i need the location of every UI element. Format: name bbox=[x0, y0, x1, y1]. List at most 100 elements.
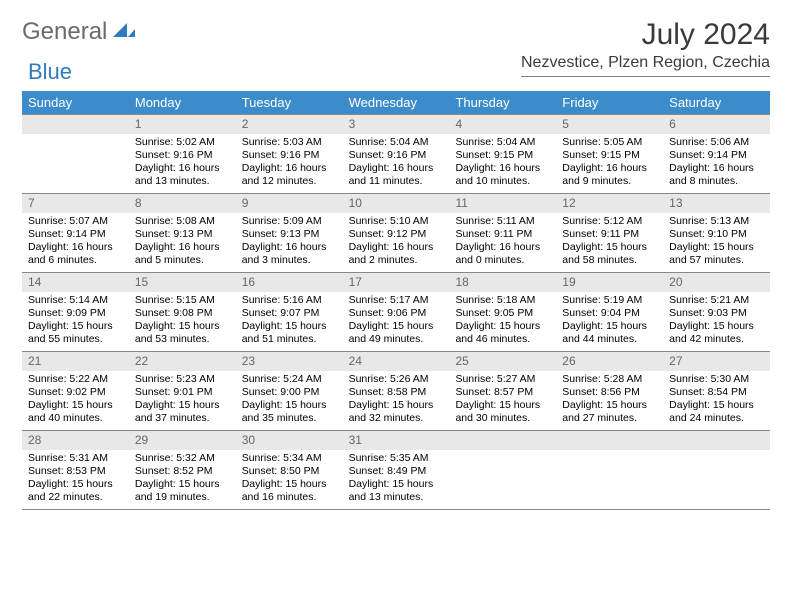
cell-line: Daylight: 15 hours and 37 minutes. bbox=[135, 399, 230, 425]
cell-line: Sunset: 9:07 PM bbox=[242, 307, 337, 320]
day-number: 28 bbox=[22, 431, 129, 450]
calendar-cell: 29Sunrise: 5:32 AMSunset: 8:52 PMDayligh… bbox=[129, 431, 236, 509]
cell-line: Sunset: 9:06 PM bbox=[349, 307, 444, 320]
cell-line: Sunrise: 5:21 AM bbox=[669, 294, 764, 307]
calendar-cell bbox=[449, 431, 556, 509]
calendar-cell bbox=[22, 115, 129, 193]
cell-body: Sunrise: 5:10 AMSunset: 9:12 PMDaylight:… bbox=[343, 213, 450, 272]
cell-line: Sunset: 9:16 PM bbox=[349, 149, 444, 162]
weeks-container: 1Sunrise: 5:02 AMSunset: 9:16 PMDaylight… bbox=[22, 114, 770, 510]
day-number: 16 bbox=[236, 273, 343, 292]
cell-body: Sunrise: 5:06 AMSunset: 9:14 PMDaylight:… bbox=[663, 134, 770, 193]
day-number: 20 bbox=[663, 273, 770, 292]
cell-body: Sunrise: 5:04 AMSunset: 9:16 PMDaylight:… bbox=[343, 134, 450, 193]
cell-body: Sunrise: 5:12 AMSunset: 9:11 PMDaylight:… bbox=[556, 213, 663, 272]
cell-line: Sunrise: 5:31 AM bbox=[28, 452, 123, 465]
logo: General bbox=[22, 18, 137, 46]
calendar-cell: 24Sunrise: 5:26 AMSunset: 8:58 PMDayligh… bbox=[343, 352, 450, 430]
cell-body: Sunrise: 5:14 AMSunset: 9:09 PMDaylight:… bbox=[22, 292, 129, 351]
cell-line: Sunset: 9:13 PM bbox=[242, 228, 337, 241]
cell-body: Sunrise: 5:03 AMSunset: 9:16 PMDaylight:… bbox=[236, 134, 343, 193]
cell-body: Sunrise: 5:27 AMSunset: 8:57 PMDaylight:… bbox=[449, 371, 556, 430]
cell-line: Sunrise: 5:04 AM bbox=[349, 136, 444, 149]
calendar-week: 14Sunrise: 5:14 AMSunset: 9:09 PMDayligh… bbox=[22, 272, 770, 351]
calendar-cell: 5Sunrise: 5:05 AMSunset: 9:15 PMDaylight… bbox=[556, 115, 663, 193]
cell-line: Sunset: 9:16 PM bbox=[135, 149, 230, 162]
day-number: 21 bbox=[22, 352, 129, 371]
weekday-header: Saturday bbox=[663, 91, 770, 114]
cell-line: Sunset: 9:14 PM bbox=[669, 149, 764, 162]
cell-line: Sunset: 9:04 PM bbox=[562, 307, 657, 320]
cell-line: Sunrise: 5:07 AM bbox=[28, 215, 123, 228]
cell-line: Sunset: 9:11 PM bbox=[562, 228, 657, 241]
cell-body: Sunrise: 5:28 AMSunset: 8:56 PMDaylight:… bbox=[556, 371, 663, 430]
calendar-cell: 30Sunrise: 5:34 AMSunset: 8:50 PMDayligh… bbox=[236, 431, 343, 509]
day-number: 17 bbox=[343, 273, 450, 292]
calendar-cell: 8Sunrise: 5:08 AMSunset: 9:13 PMDaylight… bbox=[129, 194, 236, 272]
cell-line: Daylight: 15 hours and 57 minutes. bbox=[669, 241, 764, 267]
cell-line: Sunset: 8:49 PM bbox=[349, 465, 444, 478]
cell-line: Daylight: 16 hours and 6 minutes. bbox=[28, 241, 123, 267]
cell-line: Sunrise: 5:26 AM bbox=[349, 373, 444, 386]
cell-line: Daylight: 16 hours and 2 minutes. bbox=[349, 241, 444, 267]
calendar-cell: 3Sunrise: 5:04 AMSunset: 9:16 PMDaylight… bbox=[343, 115, 450, 193]
day-number: 26 bbox=[556, 352, 663, 371]
day-number: 18 bbox=[449, 273, 556, 292]
cell-line: Daylight: 15 hours and 16 minutes. bbox=[242, 478, 337, 504]
day-number: 23 bbox=[236, 352, 343, 371]
cell-body: Sunrise: 5:23 AMSunset: 9:01 PMDaylight:… bbox=[129, 371, 236, 430]
cell-line: Sunrise: 5:30 AM bbox=[669, 373, 764, 386]
calendar-cell: 7Sunrise: 5:07 AMSunset: 9:14 PMDaylight… bbox=[22, 194, 129, 272]
cell-line: Daylight: 15 hours and 35 minutes. bbox=[242, 399, 337, 425]
cell-line: Sunrise: 5:18 AM bbox=[455, 294, 550, 307]
cell-line: Daylight: 15 hours and 53 minutes. bbox=[135, 320, 230, 346]
calendar-cell: 14Sunrise: 5:14 AMSunset: 9:09 PMDayligh… bbox=[22, 273, 129, 351]
cell-line: Sunrise: 5:14 AM bbox=[28, 294, 123, 307]
cell-line: Daylight: 15 hours and 30 minutes. bbox=[455, 399, 550, 425]
day-number: 2 bbox=[236, 115, 343, 134]
calendar-cell: 22Sunrise: 5:23 AMSunset: 9:01 PMDayligh… bbox=[129, 352, 236, 430]
cell-line: Sunset: 8:54 PM bbox=[669, 386, 764, 399]
cell-line: Sunset: 9:13 PM bbox=[135, 228, 230, 241]
day-number: 8 bbox=[129, 194, 236, 213]
cell-line: Sunset: 9:15 PM bbox=[562, 149, 657, 162]
cell-line: Daylight: 15 hours and 22 minutes. bbox=[28, 478, 123, 504]
cell-line: Daylight: 16 hours and 8 minutes. bbox=[669, 162, 764, 188]
cell-line: Sunrise: 5:35 AM bbox=[349, 452, 444, 465]
cell-body: Sunrise: 5:02 AMSunset: 9:16 PMDaylight:… bbox=[129, 134, 236, 193]
day-number bbox=[556, 431, 663, 450]
title-block: July 2024 Nezvestice, Plzen Region, Czec… bbox=[521, 18, 770, 77]
cell-line: Daylight: 15 hours and 44 minutes. bbox=[562, 320, 657, 346]
calendar-cell: 23Sunrise: 5:24 AMSunset: 9:00 PMDayligh… bbox=[236, 352, 343, 430]
cell-line: Sunrise: 5:19 AM bbox=[562, 294, 657, 307]
day-number: 24 bbox=[343, 352, 450, 371]
cell-body: Sunrise: 5:18 AMSunset: 9:05 PMDaylight:… bbox=[449, 292, 556, 351]
calendar-cell: 31Sunrise: 5:35 AMSunset: 8:49 PMDayligh… bbox=[343, 431, 450, 509]
cell-line: Sunset: 9:11 PM bbox=[455, 228, 550, 241]
cell-line: Daylight: 15 hours and 49 minutes. bbox=[349, 320, 444, 346]
calendar-cell: 9Sunrise: 5:09 AMSunset: 9:13 PMDaylight… bbox=[236, 194, 343, 272]
cell-body bbox=[22, 134, 129, 140]
cell-body: Sunrise: 5:34 AMSunset: 8:50 PMDaylight:… bbox=[236, 450, 343, 509]
cell-body: Sunrise: 5:11 AMSunset: 9:11 PMDaylight:… bbox=[449, 213, 556, 272]
day-number: 3 bbox=[343, 115, 450, 134]
cell-body: Sunrise: 5:08 AMSunset: 9:13 PMDaylight:… bbox=[129, 213, 236, 272]
cell-line: Sunset: 9:09 PM bbox=[28, 307, 123, 320]
cell-line: Daylight: 16 hours and 12 minutes. bbox=[242, 162, 337, 188]
cell-line: Daylight: 16 hours and 5 minutes. bbox=[135, 241, 230, 267]
day-number: 30 bbox=[236, 431, 343, 450]
day-number: 9 bbox=[236, 194, 343, 213]
calendar-cell: 20Sunrise: 5:21 AMSunset: 9:03 PMDayligh… bbox=[663, 273, 770, 351]
cell-line: Daylight: 15 hours and 32 minutes. bbox=[349, 399, 444, 425]
calendar-cell: 18Sunrise: 5:18 AMSunset: 9:05 PMDayligh… bbox=[449, 273, 556, 351]
day-number: 10 bbox=[343, 194, 450, 213]
cell-line: Sunrise: 5:15 AM bbox=[135, 294, 230, 307]
day-number bbox=[449, 431, 556, 450]
calendar-cell: 17Sunrise: 5:17 AMSunset: 9:06 PMDayligh… bbox=[343, 273, 450, 351]
weekday-header-row: SundayMondayTuesdayWednesdayThursdayFrid… bbox=[22, 91, 770, 114]
logo-text-general: General bbox=[22, 18, 107, 46]
day-number: 13 bbox=[663, 194, 770, 213]
cell-line: Sunset: 9:05 PM bbox=[455, 307, 550, 320]
cell-body: Sunrise: 5:09 AMSunset: 9:13 PMDaylight:… bbox=[236, 213, 343, 272]
day-number: 6 bbox=[663, 115, 770, 134]
